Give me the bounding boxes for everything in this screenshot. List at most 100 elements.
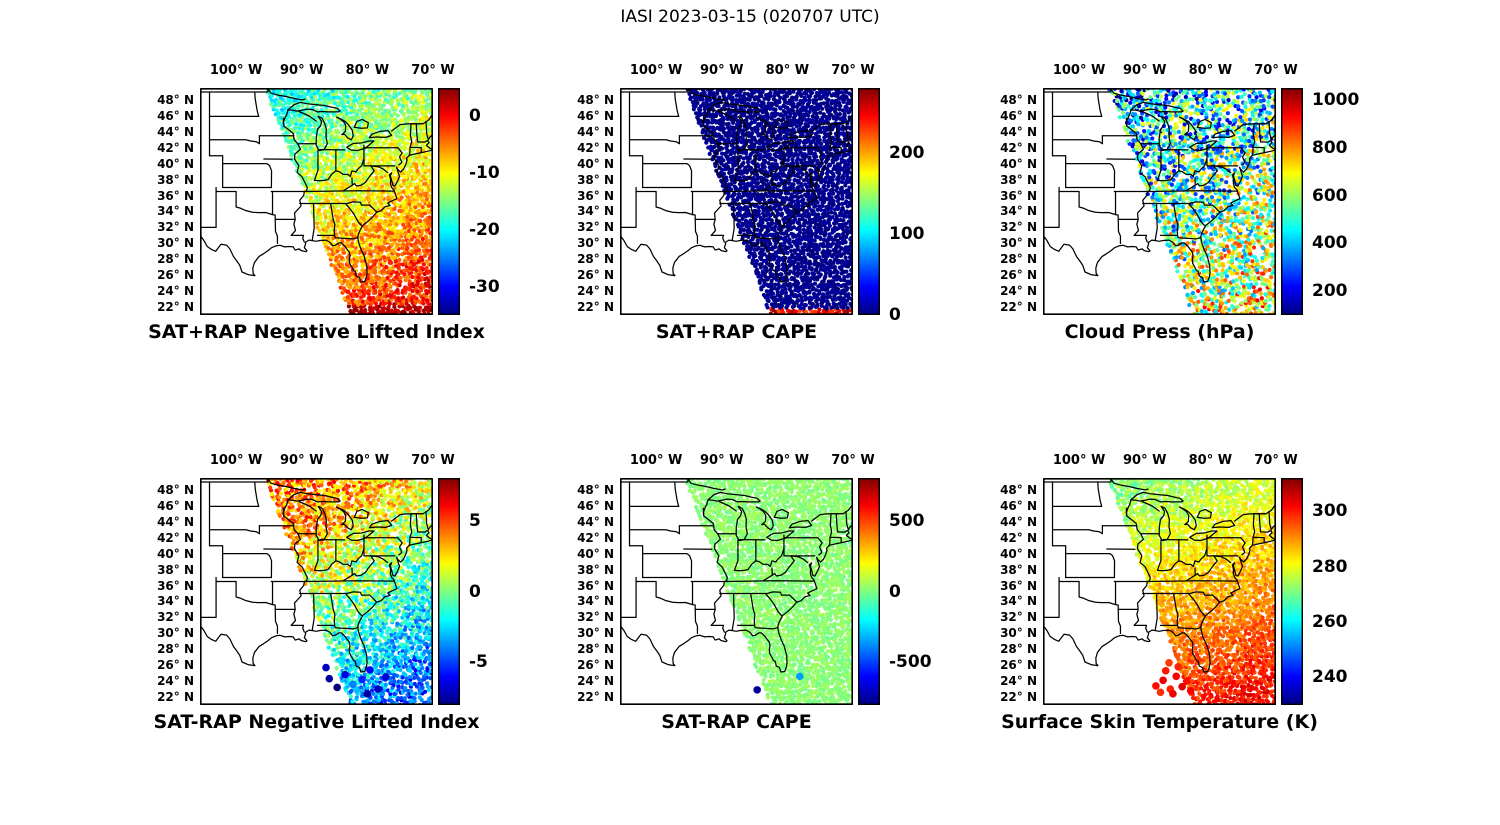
- panel-title: SAT-RAP Negative Lifted Index: [153, 711, 480, 733]
- lat-tick-label: 30° N: [1000, 626, 1037, 641]
- panel-title: Surface Skin Temperature (K): [1001, 711, 1318, 733]
- lat-tick-label: 34° N: [1000, 204, 1037, 219]
- lat-tick-label: 46° N: [157, 498, 194, 513]
- lon-tick-label: 80° W: [345, 453, 390, 468]
- colorbar: [438, 88, 460, 315]
- panel-title: SAT+RAP Negative Lifted Index: [148, 321, 485, 343]
- lat-tick-label: 36° N: [577, 188, 614, 203]
- lon-tick-label: 100° W: [629, 63, 683, 78]
- colorbar-tick-label: -20: [469, 219, 500, 240]
- panel-title: Cloud Press (hPa): [1064, 321, 1255, 343]
- colorbar: [1281, 478, 1303, 705]
- lon-tick-label: 90° W: [279, 63, 324, 78]
- lat-tick-label: 32° N: [157, 220, 194, 235]
- lon-tick-label: 70° W: [411, 63, 455, 78]
- panel-title: SAT-RAP CAPE: [661, 711, 812, 733]
- lat-tick-label: 26° N: [157, 658, 194, 673]
- lat-tick-label: 28° N: [157, 642, 194, 657]
- lat-tick-label: 42° N: [577, 140, 614, 155]
- colorbar: [1281, 88, 1303, 315]
- colorbar-tick-label: 280: [1312, 556, 1348, 577]
- lat-tick-label: 28° N: [577, 642, 614, 657]
- lat-tick-label: 46° N: [577, 108, 614, 123]
- lat-tick-label: 40° N: [1000, 156, 1037, 171]
- colorbar-tick-label: 5: [469, 510, 481, 531]
- lat-tick-label: 48° N: [1000, 92, 1037, 107]
- lat-tick-label: 22° N: [577, 690, 614, 705]
- colorbar-tick-label: -10: [469, 163, 500, 184]
- map-canvas: [1043, 478, 1276, 705]
- lat-tick-label: 40° N: [577, 546, 614, 561]
- colorbar-tick-label: 0: [469, 106, 481, 127]
- lat-tick-label: 32° N: [1000, 610, 1037, 625]
- colorbar-tick-label: 0: [889, 581, 901, 602]
- lat-tick-label: 28° N: [157, 252, 194, 267]
- lon-tick-label: 70° W: [1254, 63, 1298, 78]
- map-canvas: [620, 88, 853, 315]
- lat-tick-label: 46° N: [157, 108, 194, 123]
- map-canvas: [620, 478, 853, 705]
- lat-tick-label: 28° N: [1000, 252, 1037, 267]
- panel-title: SAT+RAP CAPE: [655, 321, 818, 343]
- lat-tick-label: 26° N: [1000, 658, 1037, 673]
- lon-tick-label: 90° W: [1122, 63, 1167, 78]
- lon-tick-label: 90° W: [699, 453, 744, 468]
- colorbar: [858, 478, 880, 705]
- colorbar-tick-label: -5: [469, 652, 488, 673]
- lat-tick-label: 42° N: [157, 140, 194, 155]
- lon-tick-label: 70° W: [411, 453, 455, 468]
- lat-tick-label: 30° N: [157, 626, 194, 641]
- lat-tick-label: 38° N: [157, 562, 194, 577]
- lat-tick-label: 34° N: [1000, 594, 1037, 609]
- lat-tick-label: 24° N: [157, 674, 194, 689]
- lat-tick-label: 46° N: [577, 498, 614, 513]
- lat-tick-label: 26° N: [577, 658, 614, 673]
- lat-tick-label: 48° N: [577, 482, 614, 497]
- lat-tick-label: 48° N: [577, 92, 614, 107]
- colorbar-tick-label: -500: [889, 652, 932, 673]
- lat-tick-label: 24° N: [577, 674, 614, 689]
- lat-tick-label: 48° N: [157, 482, 194, 497]
- lat-tick-label: 44° N: [157, 514, 194, 529]
- lat-tick-label: 38° N: [577, 562, 614, 577]
- lat-tick-label: 24° N: [577, 284, 614, 299]
- lat-tick-label: 22° N: [1000, 300, 1037, 315]
- lat-tick-label: 38° N: [1000, 562, 1037, 577]
- lon-tick-label: 100° W: [1052, 453, 1106, 468]
- lat-tick-label: 46° N: [1000, 108, 1037, 123]
- colorbar-tick-label: 260: [1312, 611, 1348, 632]
- lat-tick-label: 44° N: [577, 514, 614, 529]
- lat-tick-label: 22° N: [577, 300, 614, 315]
- lat-tick-label: 40° N: [157, 156, 194, 171]
- lat-tick-label: 42° N: [1000, 530, 1037, 545]
- lat-tick-label: 44° N: [1000, 124, 1037, 139]
- lat-tick-label: 26° N: [577, 268, 614, 283]
- figure-title: IASI 2023-03-15 (020707 UTC): [620, 7, 880, 27]
- lat-tick-label: 48° N: [157, 92, 194, 107]
- lat-tick-label: 32° N: [157, 610, 194, 625]
- lat-tick-label: 34° N: [577, 204, 614, 219]
- lon-tick-label: 80° W: [1188, 63, 1233, 78]
- colorbar-tick-label: 200: [889, 142, 925, 163]
- lat-tick-label: 24° N: [1000, 284, 1037, 299]
- colorbar-tick-label: 500: [889, 510, 925, 531]
- lon-tick-label: 70° W: [1254, 453, 1298, 468]
- lat-tick-label: 26° N: [157, 268, 194, 283]
- colorbar-tick-label: 240: [1312, 667, 1348, 688]
- colorbar-tick-label: 400: [1312, 233, 1348, 254]
- panel-sat-minus-rap-negative-lifted-index: 100° W 90° W 80° W 70° W 48° N 46° N 44° N 42°…: [154, 453, 488, 733]
- map-canvas: [200, 88, 433, 315]
- panel-sat-plus-rap-cape: 100° W 90° W 80° W 70° W 48° N 46° N 44° N 42°…: [577, 63, 924, 343]
- lat-tick-label: 44° N: [577, 124, 614, 139]
- colorbar-tick-label: 200: [1312, 281, 1348, 302]
- lat-tick-label: 26° N: [1000, 268, 1037, 283]
- lat-tick-label: 46° N: [1000, 498, 1037, 513]
- lon-tick-label: 100° W: [209, 63, 263, 78]
- lat-tick-label: 30° N: [577, 236, 614, 251]
- lon-tick-label: 80° W: [345, 63, 390, 78]
- lon-tick-label: 100° W: [629, 453, 683, 468]
- colorbar-tick-label: 0: [469, 581, 481, 602]
- lat-tick-label: 42° N: [577, 530, 614, 545]
- lat-tick-label: 38° N: [157, 172, 194, 187]
- lat-tick-label: 34° N: [157, 204, 194, 219]
